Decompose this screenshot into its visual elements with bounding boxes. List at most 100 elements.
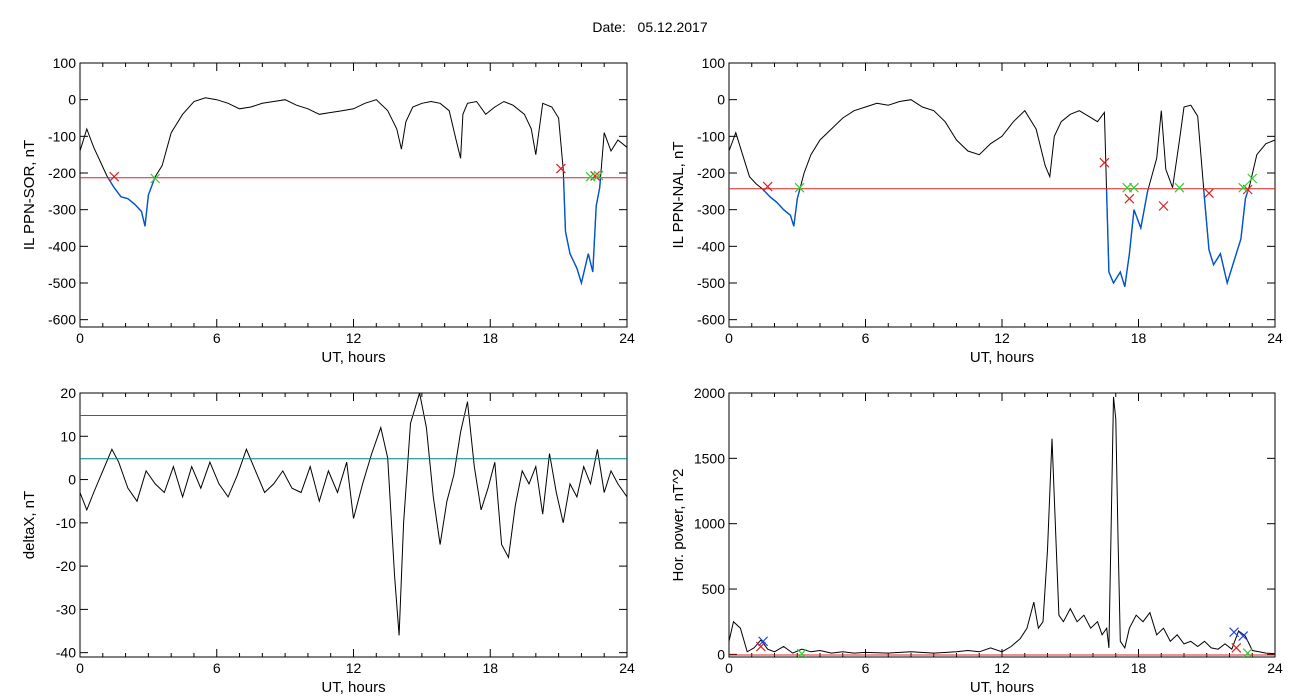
blue-x-marker — [1238, 631, 1249, 642]
y-tick-label: -500 — [697, 275, 725, 291]
x-tick-label: 18 — [482, 660, 498, 676]
x-tick-label: 0 — [725, 330, 733, 346]
green-x-marker — [593, 170, 604, 181]
plot-frame — [79, 62, 628, 328]
page-title: Date: 05.12.2017 — [0, 19, 1300, 35]
y-tick-label: 0 — [68, 472, 76, 488]
y-tick-label: -500 — [48, 275, 76, 291]
series-line — [80, 393, 627, 636]
x-tick-label: 12 — [994, 660, 1010, 676]
plot-area — [729, 396, 1275, 657]
x-tick-label: 0 — [76, 660, 84, 676]
y-tick-label: 20 — [60, 385, 76, 401]
plot-frame — [728, 62, 1276, 328]
x-tick-label: 18 — [1131, 660, 1147, 676]
series-line — [80, 97, 627, 285]
red-x-marker — [1231, 642, 1242, 653]
x-tick-label: 24 — [1267, 330, 1283, 346]
x-axis-title: UT, hours — [321, 679, 385, 696]
green-x-marker — [796, 648, 807, 657]
y-tick-label: -600 — [48, 312, 76, 328]
x-axis-title: UT, hours — [970, 679, 1034, 696]
green-x-marker — [1129, 182, 1139, 193]
x-axis-title: UT, hours — [970, 349, 1034, 366]
date-label: Date: — [592, 19, 626, 35]
green-x-marker — [1242, 648, 1253, 657]
green-x-marker — [585, 171, 596, 182]
blue-x-marker — [758, 636, 769, 647]
y-tick-label: 0 — [68, 92, 76, 108]
date-value: 05.12.2017 — [637, 19, 708, 35]
green-x-marker — [794, 182, 805, 193]
y-tick-label: -400 — [697, 238, 725, 254]
y-tick-label: -400 — [48, 238, 76, 254]
y-tick-label: 1000 — [694, 516, 725, 532]
green-x-marker — [150, 173, 161, 184]
x-tick-label: 6 — [862, 660, 870, 676]
x-axis-title: UT, hours — [321, 349, 385, 366]
x-tick-label: 6 — [213, 330, 221, 346]
series-line — [729, 99, 1275, 287]
y-tick-label: -300 — [48, 202, 76, 218]
y-tick-label: -600 — [697, 312, 725, 328]
red-x-marker — [1204, 188, 1214, 199]
y-tick-label: 1500 — [694, 450, 725, 466]
blue-x-marker — [1229, 627, 1239, 638]
panel-hor-power: 0 6 12 18 24 0 500 1000 1500 2000 UT, hours Hor. po… — [670, 385, 1283, 696]
x-tick-label: 12 — [346, 660, 362, 676]
plot-frame — [728, 392, 1276, 658]
selected-series-line — [761, 188, 1250, 287]
y-tick-label: 500 — [702, 581, 726, 597]
x-tick-label: 0 — [725, 660, 733, 676]
panel-deltax: 0 6 12 18 24 20 10 0 -10 -20 -30 -40 UT, hours deltaX… — [21, 385, 635, 696]
panel-ppn-nal: 0 6 12 18 24 100 0 -100 -200 -300 -400 -500 -600 UT, … — [670, 55, 1283, 366]
y-tick-label: 100 — [702, 55, 726, 71]
x-tick-label: 18 — [1131, 330, 1147, 346]
red-x-marker — [762, 181, 773, 192]
x-tick-label: 18 — [482, 330, 498, 346]
x-tick-label: 24 — [1267, 660, 1283, 676]
red-x-marker — [555, 163, 566, 174]
red-x-marker — [1099, 157, 1110, 168]
x-tick-label: 12 — [994, 330, 1010, 346]
panel-ppn-sor: 0 6 12 18 24 100 0 -100 -200 -300 -400 -500 -600 UT, … — [21, 55, 635, 366]
x-tick-label: 6 — [213, 660, 221, 676]
y-tick-label: 100 — [53, 55, 77, 71]
x-tick-label: 24 — [619, 330, 635, 346]
y-tick-label: -300 — [697, 202, 725, 218]
x-tick-label: 6 — [862, 330, 870, 346]
y-tick-label: 10 — [60, 428, 76, 444]
red-x-marker — [1158, 201, 1169, 211]
y-tick-label: 0 — [717, 92, 725, 108]
selected-series-line — [107, 177, 602, 286]
x-tick-label: 0 — [76, 330, 84, 346]
y-tick-label: -10 — [56, 515, 76, 531]
y-tick-label: -200 — [697, 165, 725, 181]
plot-frame — [79, 392, 628, 658]
y-axis-title: deltaX, nT — [21, 491, 38, 559]
green-x-marker — [1174, 182, 1185, 193]
y-axis-title: Hor. power, nT^2 — [670, 469, 687, 582]
y-axis-title: IL PPN-NAL, nT — [670, 142, 687, 249]
y-tick-label: -100 — [48, 128, 76, 144]
y-tick-label: -40 — [56, 645, 76, 661]
y-tick-label: -20 — [56, 558, 76, 574]
y-tick-label: -100 — [697, 128, 725, 144]
y-axis-title: IL PPN-SOR, nT — [21, 140, 38, 250]
y-tick-label: -30 — [56, 601, 76, 617]
x-tick-label: 24 — [619, 660, 635, 676]
y-tick-label: 0 — [717, 646, 725, 662]
red-x-marker — [109, 171, 120, 182]
y-tick-label: -200 — [48, 165, 76, 181]
series-line — [729, 396, 1275, 655]
plot-area — [729, 99, 1275, 287]
red-x-marker — [1124, 193, 1135, 204]
plot-area — [80, 393, 627, 636]
y-tick-label: 2000 — [694, 385, 725, 401]
red-x-marker — [755, 641, 766, 652]
plot-area — [80, 97, 627, 286]
green-x-marker — [1247, 173, 1258, 184]
green-x-marker — [1238, 182, 1249, 193]
x-tick-label: 12 — [346, 330, 362, 346]
